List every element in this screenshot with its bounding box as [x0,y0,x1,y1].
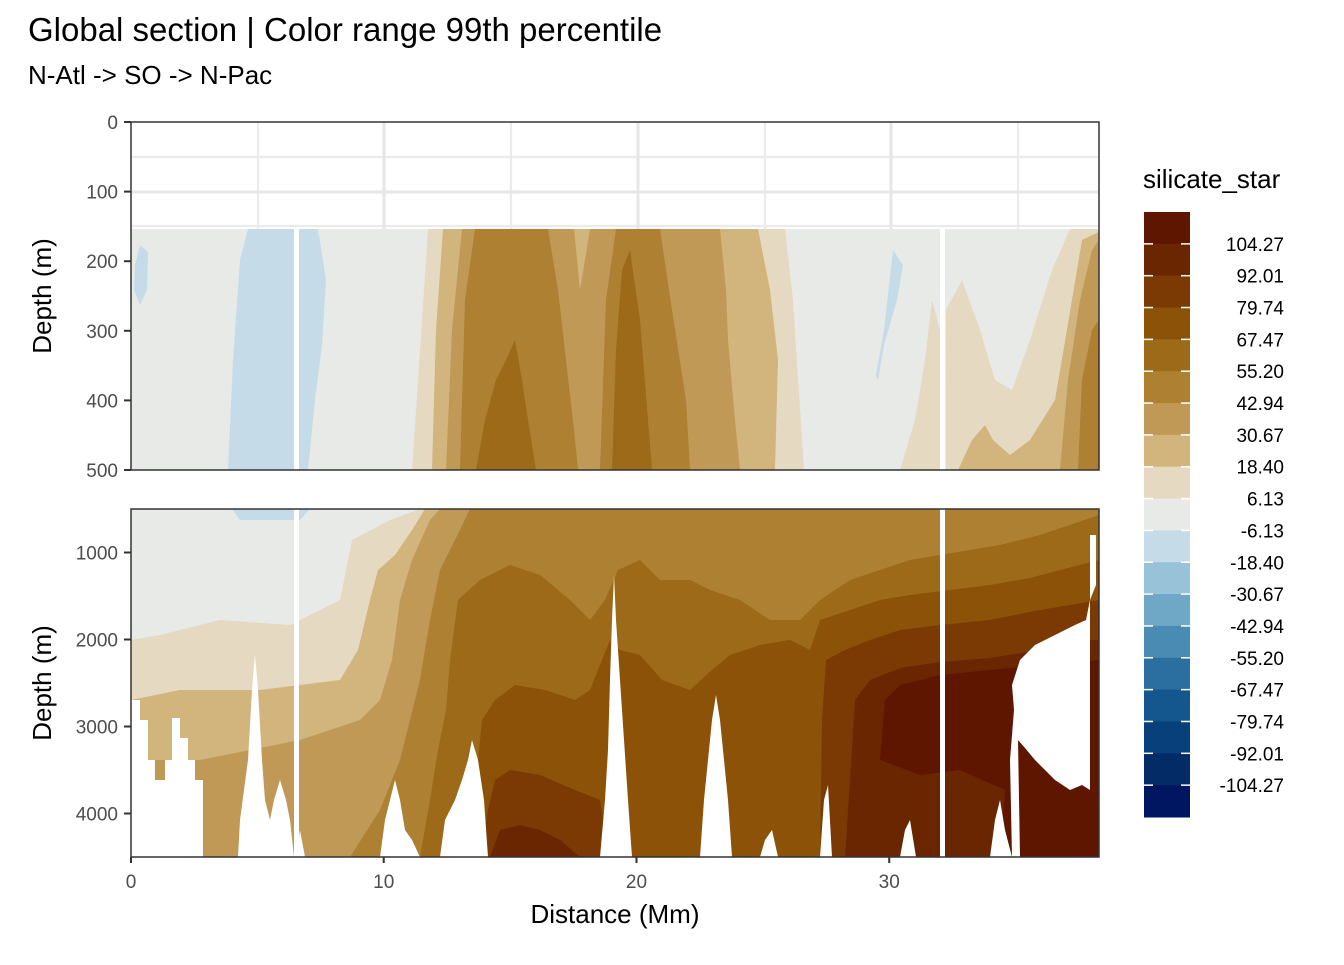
bottom-panel [130,508,1100,858]
legend-color-swatch [1144,275,1190,309]
legend-color-swatch [1144,466,1190,500]
x-tick-label: 0 [126,872,137,893]
x-tick-label: 10 [373,872,394,893]
legend-color-swatch [1144,371,1190,404]
top-contour-neg1 [228,229,326,470]
legend-color-swatch [1144,498,1190,531]
legend-color-swatch [1144,657,1190,691]
legend-title: silicate_star [1143,164,1281,194]
top-contour-18b [958,232,1099,470]
legend-label: -18.40 [1230,553,1284,574]
x-axis-label: Distance (Mm) [530,899,699,929]
legend-label: 104.27 [1226,235,1284,256]
legend-label: -42.94 [1230,617,1284,638]
y-tick-label: 500 [86,461,118,482]
legend-label: 79.74 [1236,299,1284,320]
legend-label: 18.40 [1236,458,1284,479]
x-tick-label: 30 [879,872,900,893]
legend-label: -6.13 [1241,521,1284,542]
y-tick-label: 100 [86,183,118,204]
y-tick-label: 0 [107,113,118,134]
y-tick-label: 4000 [76,805,118,826]
legend-label: 30.67 [1236,426,1284,447]
top-contour-55b [612,250,652,470]
legend-label: -79.74 [1230,712,1284,733]
bottom-panel-border [130,508,1100,858]
legend-label: -55.20 [1230,649,1284,670]
chart-subtitle: N-Atl -> SO -> N-Pac [28,60,272,90]
legend-color-swatch [1144,753,1190,786]
legend-label: -67.47 [1230,681,1284,702]
top-panel-border [130,121,1100,471]
legend-color-swatch [1144,434,1190,468]
legend-color-swatch [1144,721,1190,754]
top-gap-right [940,229,945,470]
legend-label: 6.13 [1247,490,1284,511]
y-tick-label: 400 [86,391,118,412]
bottom-pacific-void [1010,600,1090,857]
top-contour-6b [900,300,944,470]
top-panel [130,121,1100,471]
legend-color-swatch [1144,625,1190,659]
legend-label: -104.27 [1220,776,1284,797]
legend-label: -92.01 [1230,744,1284,765]
y-tick-label: 3000 [76,718,118,739]
y-tick-label: 1000 [76,544,118,565]
chart-title: Global section | Color range 99th percen… [28,11,662,48]
bottom-bathymetry-mask [131,575,1099,857]
bottom-gap-left [294,509,299,857]
legend-label: 67.47 [1236,330,1284,351]
bottom-contours [131,509,1099,857]
top-contour-neg2 [134,245,148,305]
bottom-gap-right [940,509,945,857]
bottom-contour-92 [490,825,580,857]
legend-label: -30.67 [1230,585,1284,606]
legend-color-swatch [1144,562,1190,595]
legend-color-swatch [1144,403,1190,436]
y-tick-label: 300 [86,322,118,343]
y-tick-label: 200 [86,252,118,273]
bottom-right-edge-bump [1090,535,1096,600]
legend-color-swatch [1144,339,1190,372]
y-tick-label: 2000 [76,631,118,652]
top-gap-left [294,229,299,470]
legend-color-swatch [1144,243,1190,277]
legend-color-swatch [1144,785,1190,818]
legend-label: 42.94 [1236,394,1284,415]
legend-color-swatch [1144,212,1190,245]
legend-color-swatch [1144,307,1190,340]
top-y-axis-label: Depth (m) [27,238,57,354]
legend-color-swatch [1144,530,1190,563]
x-tick-label: 20 [626,872,647,893]
top-contours [131,229,1099,470]
bottom-contour-neg [232,509,310,520]
top-contour-42c [1078,320,1099,470]
top-contour-neg3 [876,250,903,380]
bottom-y-axis-label: Depth (m) [27,625,57,741]
legend: silicate_star 104.27 92.01 79.74 67.47 55.20 4… [1143,164,1284,818]
top-contour-55 [476,340,536,470]
legend-label: 55.20 [1236,362,1284,383]
legend-color-swatch [1144,689,1190,722]
legend-color-swatch [1144,594,1190,627]
legend-label: 92.01 [1236,267,1284,288]
